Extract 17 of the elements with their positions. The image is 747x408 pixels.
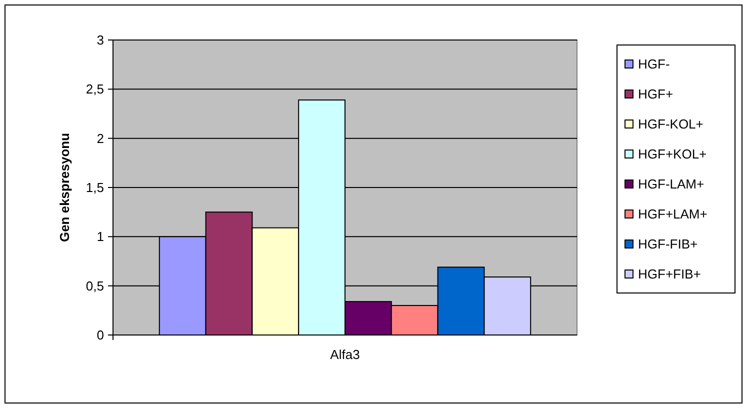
legend-label: HGF+KOL+ (638, 146, 707, 162)
y-axis-title: Gen ekspresyonu (57, 132, 72, 242)
y-tick-label: 2,5 (86, 82, 104, 97)
y-tick-label: 1 (96, 229, 104, 244)
legend-label: HGF+FIB+ (638, 266, 701, 282)
y-tick-label: 0 (96, 328, 104, 343)
y-tick-label: 0,5 (86, 278, 104, 294)
legend-label: HGF-FIB+ (638, 236, 698, 252)
y-tick-label: 1,5 (86, 180, 104, 196)
x-tick-label: Alfa3 (330, 347, 360, 362)
legend-label: HGF-KOL+ (638, 116, 704, 132)
legend-label: HGF+LAM+ (638, 206, 708, 222)
legend-label: HGF-LAM+ (638, 176, 704, 192)
legend-label: HGF- (638, 56, 670, 72)
y-tick-label: 3 (96, 32, 104, 48)
y-tick-label: 2 (96, 130, 104, 146)
legend-label: HGF+ (638, 86, 674, 102)
